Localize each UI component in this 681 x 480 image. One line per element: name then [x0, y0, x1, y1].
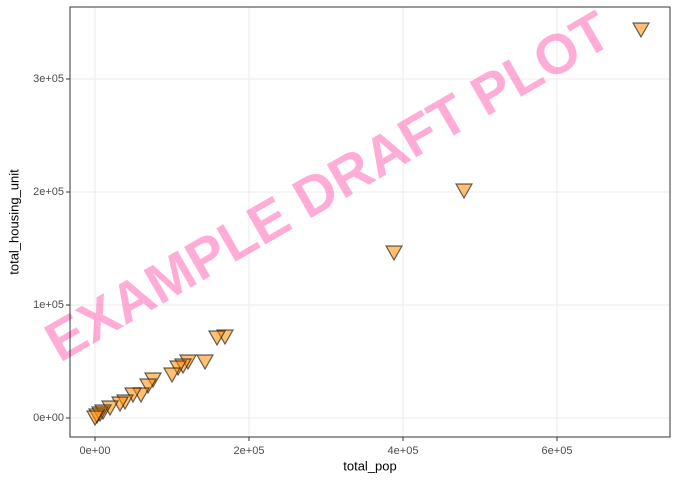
x-axis-title: total_pop — [343, 458, 397, 473]
point — [384, 245, 404, 262]
point — [454, 183, 474, 200]
plot-area: 0e+00 1e+05 2e+05 3e+05 0e+00 2e+05 4e+05 6e+05… — [33, 0, 671, 457]
x-tick-label: 2e+05 — [234, 445, 265, 457]
x-tick-label: 6e+05 — [542, 445, 573, 457]
point — [138, 378, 158, 395]
x-tick-label: 4e+05 — [388, 445, 419, 457]
point — [85, 410, 105, 427]
y-tick-label: 1e+05 — [33, 299, 64, 311]
panel-border — [69, 6, 671, 438]
point — [162, 367, 182, 384]
y-tick-label: 3e+05 — [33, 73, 64, 85]
y-tick-label: 0e+00 — [33, 412, 64, 424]
point — [207, 330, 227, 347]
point — [631, 22, 651, 39]
point — [195, 354, 215, 371]
y-tick-label: 2e+05 — [33, 186, 64, 198]
y-axis-title: total_housing_unit — [6, 169, 21, 275]
x-tick-label: 0e+00 — [80, 445, 111, 457]
